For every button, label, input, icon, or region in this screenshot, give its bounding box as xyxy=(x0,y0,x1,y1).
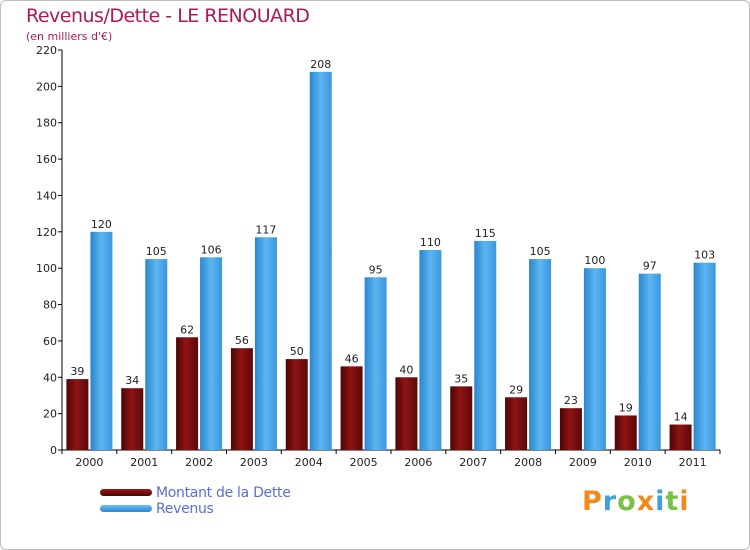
data-label-revenus: 97 xyxy=(643,260,657,273)
brand-letter: x xyxy=(636,486,656,517)
brand-letter: i xyxy=(655,486,666,517)
x-tick-label: 2002 xyxy=(185,456,213,469)
x-tick-label: 2010 xyxy=(624,456,652,469)
x-tick-label: 2009 xyxy=(569,456,597,469)
bar-dette xyxy=(450,386,473,450)
data-label-dette: 56 xyxy=(235,334,249,347)
bar-dette xyxy=(285,359,308,450)
brand-letter: t xyxy=(665,486,680,517)
data-label-revenus: 100 xyxy=(584,254,605,267)
y-tick-label: 100 xyxy=(36,262,57,275)
y-tick-label: 200 xyxy=(36,80,57,93)
bar-revenus xyxy=(419,250,442,450)
data-label-revenus: 103 xyxy=(694,249,715,262)
brand-letter: i xyxy=(679,486,690,517)
bar-revenus xyxy=(474,240,497,450)
legend-label-dette: Montant de la Dette xyxy=(156,485,291,501)
data-label-revenus: 117 xyxy=(255,223,276,236)
data-label-revenus: 105 xyxy=(146,245,167,258)
legend-swatch-revenus xyxy=(100,505,152,512)
x-tick-label: 2008 xyxy=(514,456,542,469)
y-tick-label: 0 xyxy=(50,444,57,457)
bar-revenus xyxy=(145,259,168,450)
bar-revenus xyxy=(583,268,606,450)
bar-dette xyxy=(121,388,144,450)
data-label-dette: 23 xyxy=(564,394,578,407)
bar-dette xyxy=(614,415,637,450)
y-tick-label: 180 xyxy=(36,117,57,130)
x-tick-label: 2011 xyxy=(679,456,707,469)
bar-revenus xyxy=(638,273,661,450)
data-label-dette: 39 xyxy=(70,365,84,378)
data-label-dette: 62 xyxy=(180,323,194,336)
bar-revenus xyxy=(309,71,332,451)
y-tick-label: 120 xyxy=(36,226,57,239)
data-label-dette: 46 xyxy=(345,352,359,365)
data-label-dette: 40 xyxy=(399,363,413,376)
x-tick-label: 2007 xyxy=(459,456,487,469)
data-label-dette: 35 xyxy=(454,372,468,385)
bar-revenus xyxy=(200,257,223,450)
data-label-revenus: 110 xyxy=(420,236,441,249)
bar-revenus xyxy=(529,259,552,450)
y-tick-label: 220 xyxy=(36,44,57,57)
bar-revenus xyxy=(693,262,716,450)
data-label-dette: 29 xyxy=(509,383,523,396)
legend-label-revenus: Revenus xyxy=(156,501,214,517)
data-label-revenus: 208 xyxy=(310,58,331,71)
x-tick-label: 2004 xyxy=(295,456,323,469)
bar-dette xyxy=(176,337,199,450)
bar-dette xyxy=(559,408,582,450)
bar-dette xyxy=(340,366,363,450)
x-tick-label: 2003 xyxy=(240,456,268,469)
brand-letter: r xyxy=(602,486,618,517)
x-tick-label: 2000 xyxy=(75,456,103,469)
legend-swatch-dette xyxy=(100,489,152,496)
data-label-revenus: 120 xyxy=(91,218,112,231)
y-tick-label: 20 xyxy=(43,408,57,421)
data-label-revenus: 106 xyxy=(201,243,222,256)
brand-logo: Proxiti xyxy=(582,486,690,517)
bar-dette xyxy=(395,377,418,450)
x-tick-label: 2005 xyxy=(350,456,378,469)
brand-letter: P xyxy=(582,486,603,517)
y-tick-label: 140 xyxy=(36,189,57,202)
bar-dette xyxy=(66,379,89,450)
bar-dette xyxy=(669,424,692,450)
data-label-revenus: 95 xyxy=(369,263,383,276)
data-label-revenus: 115 xyxy=(475,227,496,240)
bar-revenus xyxy=(254,237,277,450)
bar-revenus xyxy=(364,277,387,450)
x-tick-label: 2006 xyxy=(404,456,432,469)
y-tick-label: 80 xyxy=(43,299,57,312)
bar-revenus xyxy=(90,231,113,450)
y-tick-label: 160 xyxy=(36,153,57,166)
y-tick-label: 60 xyxy=(43,335,57,348)
chart-subtitle: (en milliers d'€) xyxy=(26,30,113,43)
bar-dette xyxy=(230,348,253,450)
data-label-dette: 19 xyxy=(619,401,633,414)
bar-dette xyxy=(505,397,528,450)
data-label-dette: 50 xyxy=(290,345,304,358)
chart-title: Revenus/Dette - LE RENOUARD xyxy=(26,5,310,27)
data-label-dette: 34 xyxy=(125,374,139,387)
data-label-revenus: 105 xyxy=(530,245,551,258)
brand-letter: o xyxy=(617,486,637,517)
x-tick-label: 2001 xyxy=(130,456,158,469)
data-label-dette: 14 xyxy=(674,411,688,424)
y-tick-label: 40 xyxy=(43,371,57,384)
